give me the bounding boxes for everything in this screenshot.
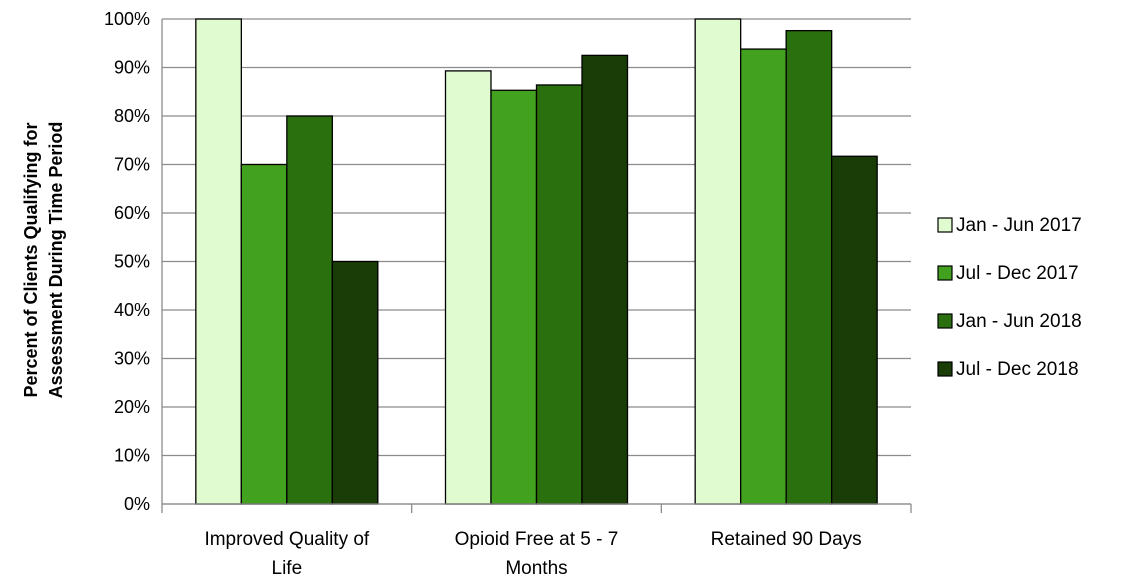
y-tick-label: 50% (114, 252, 150, 272)
legend-swatch (937, 313, 953, 329)
y-tick-label: 40% (114, 300, 150, 320)
category-label: Improved Quality of (204, 529, 369, 550)
bar (694, 18, 742, 505)
y-axis-title-line-1: Percent of Clients Qualifying for (21, 122, 41, 397)
category-label: Life (272, 558, 303, 579)
category-label: Retained 90 Days (711, 529, 862, 550)
legend-swatch (937, 361, 953, 377)
bar (444, 70, 492, 505)
legend: Jan - Jun 2017 Jul - Dec 2017 Jan - Jun 20… (937, 215, 1082, 380)
bar (331, 260, 379, 505)
legend-swatch (937, 265, 953, 281)
category-label: Months (505, 558, 567, 579)
legend-swatch (937, 217, 953, 233)
y-tick-label: 60% (114, 203, 150, 223)
bar (195, 18, 242, 505)
y-tick-label: 90% (114, 58, 150, 78)
y-axis-title-line-2: Assessment During Time Period (46, 122, 66, 399)
bar (490, 89, 538, 505)
y-tick-label: 10% (114, 446, 150, 466)
bar (831, 155, 878, 505)
y-tick-label: 100% (104, 9, 150, 29)
legend-label: Jul - Dec 2018 (956, 359, 1079, 380)
bar (286, 115, 333, 505)
y-tick-label: 70% (114, 155, 150, 175)
bar (785, 29, 833, 505)
legend-label: Jan - Jun 2017 (956, 215, 1082, 236)
bars (195, 18, 878, 505)
y-axis-title: Percent of Clients Qualifying for Assess… (21, 122, 66, 399)
y-tick-label: 80% (114, 106, 150, 126)
category-label: Opioid Free at 5 - 7 (455, 529, 619, 550)
y-tick-label: 30% (114, 349, 150, 369)
y-tick-label: 20% (114, 397, 150, 417)
bar (535, 84, 583, 505)
axes (161, 19, 912, 513)
y-tick-labels: 0% 10% 20% 30% 40% 50% 60% 70% 80% 90% 100% (104, 9, 150, 514)
category-labels: Improved Quality of Life Opioid Free at 5 … (204, 529, 861, 579)
legend-label: Jul - Dec 2017 (956, 263, 1079, 284)
bar (240, 163, 288, 505)
legend-label: Jan - Jun 2018 (956, 311, 1082, 332)
y-tick-label: 0% (124, 494, 150, 514)
bar (740, 48, 787, 505)
bar (581, 54, 629, 505)
